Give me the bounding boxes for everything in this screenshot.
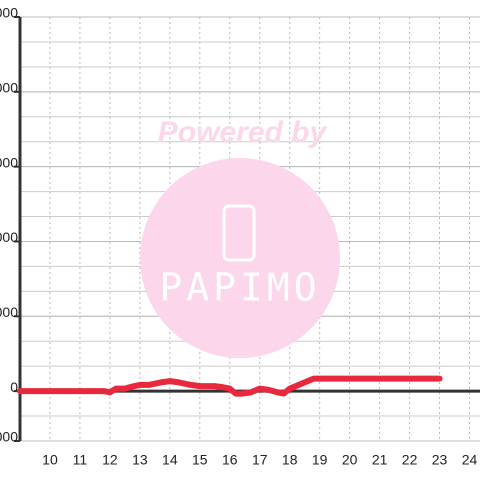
x-tick-label: 13 [132, 452, 148, 468]
x-tick-label: 16 [222, 452, 238, 468]
x-tick-label: 14 [162, 452, 178, 468]
y-tick-label: 30,000 [0, 304, 18, 320]
y-tick-label: -20,000 [0, 429, 18, 445]
line [17, 375, 443, 397]
y-tick-label: 0 [10, 379, 18, 395]
x-tick-label: 23 [432, 452, 448, 468]
x-tick-label: 22 [402, 452, 418, 468]
x-tick-label: 18 [282, 452, 298, 468]
y-tick-label: 90,000 [0, 154, 18, 170]
watermark: Powered by PAPIMO [140, 116, 340, 358]
x-tick-label: 21 [372, 452, 388, 468]
x-tick-label: 11 [73, 452, 88, 468]
watermark-text: Powered by [158, 116, 328, 149]
x-tick-label: 12 [102, 452, 118, 468]
x-tick-label: 20 [342, 452, 358, 468]
x-tick-label: 17 [252, 452, 268, 468]
x-tick-label: 10 [42, 452, 58, 468]
watermark-phone [222, 204, 256, 262]
y-tick-label: 120,000 [0, 80, 18, 96]
watermark-logo: PAPIMO [159, 266, 320, 310]
x-tick-label: 19 [312, 452, 328, 468]
y-tick-label: 150,000 [0, 5, 18, 21]
x-tick-label: 15 [192, 452, 208, 468]
y-tick-label: 60,000 [0, 229, 18, 245]
watermark-circle [140, 158, 340, 358]
x-tick-label: 24 [462, 452, 478, 468]
